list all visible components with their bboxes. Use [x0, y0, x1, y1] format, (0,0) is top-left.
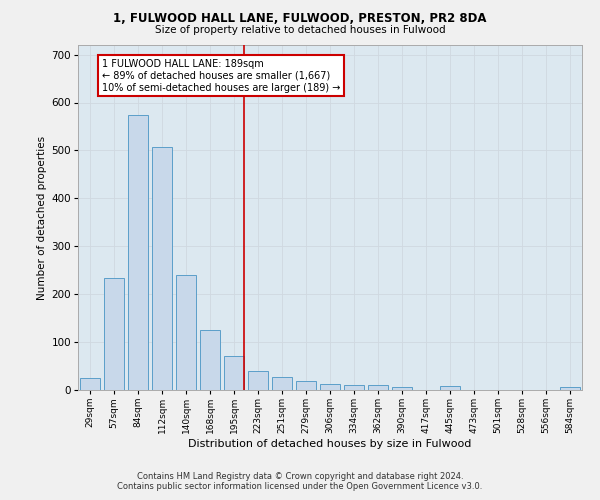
Bar	[368, 385, 388, 390]
Bar	[152, 147, 172, 390]
Bar	[248, 371, 268, 390]
Bar	[440, 386, 460, 390]
Bar	[176, 275, 196, 390]
Text: Size of property relative to detached houses in Fulwood: Size of property relative to detached ho…	[155, 25, 445, 35]
Bar	[296, 382, 316, 390]
Bar	[272, 377, 292, 390]
Bar	[200, 330, 220, 390]
Bar	[320, 384, 340, 390]
Bar	[560, 387, 580, 390]
Bar	[344, 384, 364, 390]
Text: 1 FULWOOD HALL LANE: 189sqm
← 89% of detached houses are smaller (1,667)
10% of : 1 FULWOOD HALL LANE: 189sqm ← 89% of det…	[102, 60, 340, 92]
Y-axis label: Number of detached properties: Number of detached properties	[37, 136, 47, 300]
Bar	[392, 387, 412, 390]
Text: Contains HM Land Registry data © Crown copyright and database right 2024.
Contai: Contains HM Land Registry data © Crown c…	[118, 472, 482, 491]
Bar	[128, 116, 148, 390]
X-axis label: Distribution of detached houses by size in Fulwood: Distribution of detached houses by size …	[188, 439, 472, 449]
Bar	[104, 278, 124, 390]
Bar	[80, 378, 100, 390]
Bar	[224, 356, 244, 390]
Text: 1, FULWOOD HALL LANE, FULWOOD, PRESTON, PR2 8DA: 1, FULWOOD HALL LANE, FULWOOD, PRESTON, …	[113, 12, 487, 26]
